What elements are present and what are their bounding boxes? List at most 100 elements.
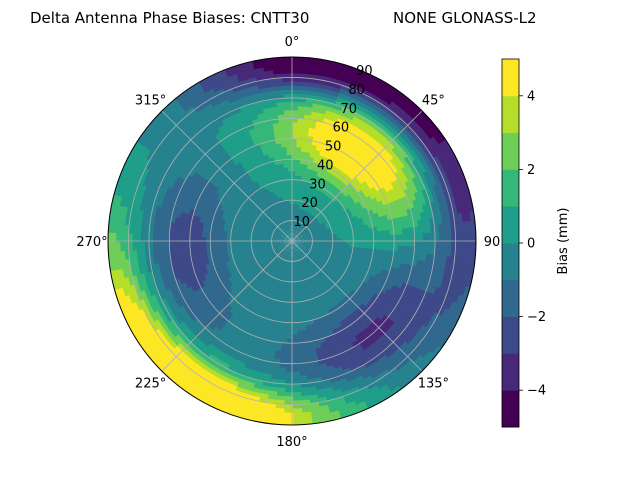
contour-cell <box>294 233 297 238</box>
contour-cell <box>323 249 329 253</box>
contour-cell <box>406 240 412 249</box>
contour-cell <box>315 245 321 249</box>
contour-cell <box>311 222 316 227</box>
contour-cell <box>308 258 313 263</box>
contour-cell <box>303 206 308 212</box>
contour-cell <box>454 222 461 234</box>
contour-cell <box>293 273 297 279</box>
contour-cell <box>301 205 306 211</box>
contour-cell <box>291 105 300 111</box>
contour-cell <box>301 333 309 340</box>
contour-cell <box>291 142 298 148</box>
contour-cell <box>319 246 325 250</box>
contour-cell <box>304 256 309 261</box>
contour-cell <box>296 252 299 257</box>
contour-cell <box>292 245 294 250</box>
contour-cell <box>298 251 302 256</box>
contour-cell <box>303 257 307 263</box>
contour-cell <box>305 193 311 200</box>
contour-cell <box>459 239 465 252</box>
contour-cell <box>321 225 327 230</box>
contour-cell <box>281 408 294 414</box>
contour-cell <box>303 244 309 248</box>
contour-cell <box>292 240 297 241</box>
contour-cell <box>298 375 308 381</box>
contour-cell <box>332 240 338 244</box>
contour-cell <box>311 261 316 266</box>
contour-cell <box>291 339 299 344</box>
contour-cell <box>290 408 303 414</box>
chart-title-right: NONE GLONASS-L2 <box>393 9 537 27</box>
contour-cell <box>291 138 299 143</box>
contour-cell <box>295 216 298 221</box>
contour-cell <box>291 347 299 352</box>
contour-cell <box>311 246 317 249</box>
contour-cell <box>290 396 302 402</box>
contour-cell <box>302 233 308 237</box>
contour-cell <box>340 281 347 289</box>
contour-cell <box>282 400 294 406</box>
contour-cell <box>292 244 295 250</box>
contour-cell <box>357 236 363 242</box>
contour-cell <box>296 216 299 222</box>
contour-cell <box>390 240 395 248</box>
contour-cell <box>385 230 391 237</box>
contour-cell <box>298 212 302 218</box>
contour-cell <box>302 267 306 273</box>
contour-cell <box>304 211 309 217</box>
contour-cell <box>290 253 292 258</box>
contour-cell <box>300 213 305 219</box>
contour-cell <box>272 411 285 418</box>
contour-cell <box>297 251 301 257</box>
contour-cell <box>422 233 428 242</box>
contour-cell <box>365 232 371 238</box>
contour-cell <box>295 238 301 241</box>
contour-cell <box>291 302 296 307</box>
contour-cell <box>302 246 308 250</box>
contour-cell <box>414 240 420 249</box>
contour-cell <box>303 354 312 360</box>
contour-cell <box>340 193 347 201</box>
contour-cell <box>291 343 299 348</box>
contour-cell <box>276 371 287 377</box>
contour-cell <box>294 302 300 307</box>
contour-cell <box>330 251 337 256</box>
contour-cell <box>308 226 314 230</box>
contour-cell <box>372 226 379 233</box>
contour-cell <box>461 193 469 206</box>
contour-cell <box>299 268 303 274</box>
contour-cell <box>292 236 294 241</box>
contour-cell <box>307 259 312 264</box>
contour-cell <box>309 227 314 231</box>
contour-cell <box>306 217 311 222</box>
contour-cell <box>285 260 288 266</box>
contour-cell <box>299 407 312 414</box>
contour-cell <box>294 252 297 258</box>
contour-cell <box>291 375 301 381</box>
contour-cell <box>281 412 294 418</box>
contour-cell <box>332 235 338 240</box>
contour-cell <box>299 237 305 240</box>
contour-cell <box>345 240 350 245</box>
contour-cell <box>289 244 291 250</box>
contour-cell <box>341 237 346 242</box>
contour-cell <box>290 412 303 418</box>
contour-cell <box>321 223 327 228</box>
contour-cell <box>302 245 308 249</box>
contour-cell <box>307 234 313 237</box>
contour-cell <box>298 204 302 210</box>
contour-cell <box>292 241 297 243</box>
contour-cell <box>293 249 295 254</box>
contour-cell <box>458 221 465 234</box>
contour-cell <box>443 239 448 251</box>
contour-cell <box>298 232 303 237</box>
contour-cell <box>291 285 295 291</box>
contour-cell <box>292 239 297 241</box>
contour-cell <box>316 224 322 229</box>
contour-cell <box>291 281 295 287</box>
contour-cell <box>418 240 424 249</box>
contour-cell <box>299 64 312 71</box>
contour-cell <box>303 236 309 239</box>
contour-cell <box>307 252 313 257</box>
